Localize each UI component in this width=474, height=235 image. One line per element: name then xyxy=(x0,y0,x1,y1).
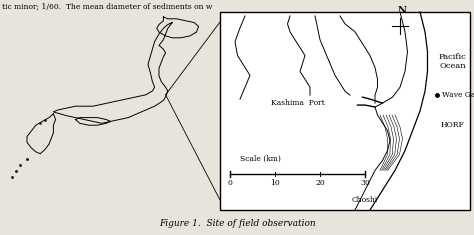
Text: HORF: HORF xyxy=(440,121,464,129)
Text: 0: 0 xyxy=(228,179,232,187)
Text: Choshi: Choshi xyxy=(352,196,378,204)
Text: 20: 20 xyxy=(315,179,325,187)
Text: 10: 10 xyxy=(270,179,280,187)
Text: Kashima  Port: Kashima Port xyxy=(271,99,325,107)
Bar xyxy=(220,12,470,210)
Text: Pacific
Ocean: Pacific Ocean xyxy=(438,53,466,70)
Text: 30: 30 xyxy=(360,179,370,187)
Text: Wave Gage: Wave Gage xyxy=(443,91,474,99)
Text: N: N xyxy=(398,6,406,15)
Text: tic minor; 1/60.  The mean diameter of sediments on w: tic minor; 1/60. The mean diameter of se… xyxy=(2,3,212,11)
Text: Scale (km): Scale (km) xyxy=(240,154,281,162)
Text: Figure 1.  Site of field observation: Figure 1. Site of field observation xyxy=(159,219,315,228)
